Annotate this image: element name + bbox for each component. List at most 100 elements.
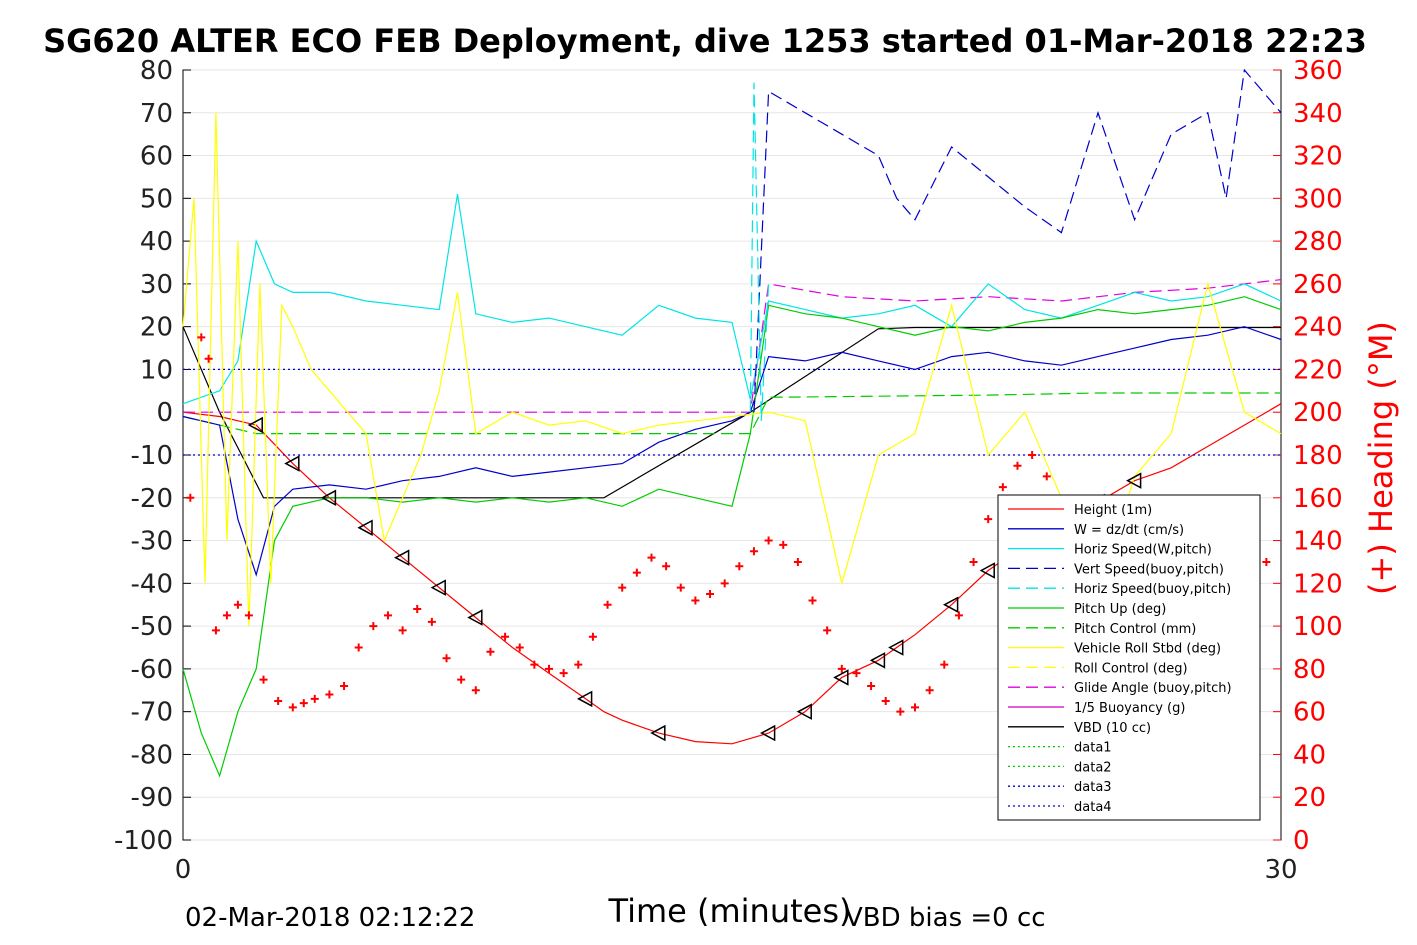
series-vehicle-roll-stbd-deg [182,112,1282,627]
heading-point [354,643,363,652]
left-tick-label: 20 [140,313,173,343]
legend: Height (1m) W = dz/dt (cm/s) Horiz Speed(W… [997,494,1261,821]
right-tick-label: 180 [1293,441,1343,471]
heading-point [1042,472,1051,481]
heading-point [530,660,539,669]
chart-title: SG620 ALTER ECO FEB Deployment, dive 125… [43,22,1367,60]
heading-point [288,703,297,712]
heading-point [442,654,451,663]
legend-label: Horiz Speed(buoy,pitch) [1074,582,1231,597]
right-y-axis: 3603403203002802602402202001801601401201… [1273,56,1343,856]
heading-point [299,699,308,708]
series-horiz-speed-buoy-pitch [749,82,770,421]
heading-point [413,605,422,613]
series-horiz-speed-w-pitch [182,194,1282,405]
triangle-marker [247,416,263,434]
left-tick-label: -40 [131,569,173,599]
right-tick-label: 280 [1293,227,1343,257]
heading-point [618,583,627,592]
left-tick-label: -100 [114,826,173,856]
heading-point [881,696,890,705]
triangle-marker [467,609,483,626]
heading-point [1028,451,1037,459]
left-tick-label: 50 [140,184,173,214]
legend-label: 1/5 Buoyancy (g) [1074,701,1185,716]
heading-point [691,596,700,605]
left-tick-label: -60 [131,655,173,685]
heading-point [647,553,656,562]
legend-label: data3 [1074,780,1112,795]
heading-point [676,583,685,592]
legend-label: Vert Speed(buoy,pitch) [1074,562,1224,577]
legend-label: VBD (10 cc) [1074,721,1151,736]
heading-point [383,611,392,620]
x-tick-label: 30 [1264,855,1297,885]
heading-point [369,622,378,631]
heading-point [867,682,876,690]
heading-point [515,643,524,652]
right-tick-label: 160 [1293,484,1343,514]
series-vert-speed-buoy-pitch [753,68,1282,413]
series-layer [182,68,1282,778]
footer-date: 02-Mar-2018 02:12:22 [185,903,475,933]
heading-point [779,540,788,549]
series-pitch-control-mm [182,392,1281,435]
triangle-marker [833,669,849,686]
heading-point [325,690,334,699]
heading-point [837,664,846,673]
heading-point [706,590,715,599]
right-tick-label: 200 [1293,398,1343,428]
heading-point [1262,557,1271,566]
triangle-marker [357,519,373,536]
left-y-axis: 80 70 60 50 40 30 20 10 0 -10 -20 -30 -40 -50 -60 -70 -8… [114,56,191,856]
legend-label: Pitch Control (mm) [1074,622,1196,637]
right-tick-label: 0 [1293,826,1310,856]
right-tick-label: 40 [1293,740,1326,770]
left-tick-label: -10 [131,441,173,471]
heading-point [984,515,993,524]
right-tick-label: 240 [1293,313,1343,343]
series-pitch-up-deg [182,296,1282,778]
left-tick-label: -70 [131,698,173,728]
triangle-marker [577,690,593,708]
heading-point [501,632,510,641]
heading-point [940,660,949,669]
heading-point [852,669,861,678]
left-tick-label: -30 [131,527,173,557]
triangle-marker [979,562,995,579]
right-tick-label: 360 [1293,56,1343,86]
triangle-marker [650,724,666,742]
right-tick-label: 100 [1293,612,1343,642]
legend-label: Glide Angle (buoy,pitch) [1074,681,1232,696]
right-tick-label: 20 [1293,783,1326,813]
heading-point [632,568,641,577]
right-tick-label: 60 [1293,698,1326,728]
legend-label: W = dz/dt (cm/s) [1074,523,1184,538]
heading-point [259,675,268,684]
legend-label: Horiz Speed(W,pitch) [1074,543,1212,558]
left-tick-label: 80 [140,56,173,86]
triangle-marker [760,724,776,742]
heading-point [233,600,242,609]
triangle-marker [869,652,886,669]
heading-point [197,333,206,342]
right-tick-label: 320 [1293,142,1343,172]
left-tick-label: 30 [140,270,173,300]
legend-label: Vehicle Roll Stbd (deg) [1074,642,1221,657]
left-tick-label: -80 [131,740,173,770]
x-axis-label: Time (minutes) [608,892,852,930]
legend-label: data1 [1074,741,1112,756]
left-tick-label: -90 [131,783,173,813]
heading-point [398,626,407,635]
right-tick-label: 340 [1293,99,1343,129]
triangle-marker [796,703,812,720]
heading-point [471,686,480,695]
heading-point [186,493,195,502]
triangle-marker [284,455,300,472]
right-tick-label: 120 [1293,569,1343,599]
heading-point [720,579,729,588]
left-tick-label: 40 [140,227,173,257]
legend-label: Roll Control (deg) [1074,661,1188,676]
triangle-marker [1126,472,1142,489]
triangle-marker [320,489,337,507]
